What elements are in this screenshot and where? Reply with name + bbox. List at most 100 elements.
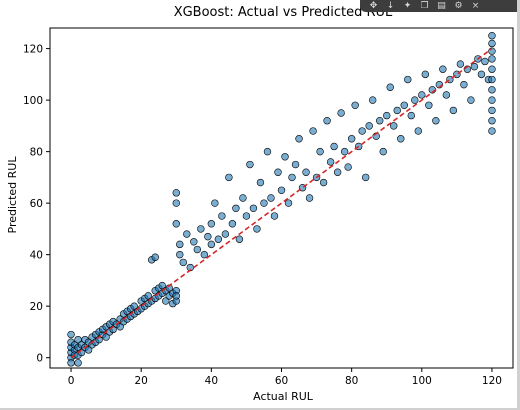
data-point	[172, 199, 180, 207]
data-point	[102, 333, 110, 341]
data-point	[228, 220, 237, 228]
y-tick-label: 120	[23, 44, 43, 56]
x-tick-label: 20	[135, 375, 148, 387]
data-point	[190, 238, 198, 246]
x-tick-label: 120	[482, 375, 502, 387]
data-point	[172, 292, 180, 300]
data-point	[432, 117, 440, 125]
data-point	[116, 323, 124, 331]
data-point	[309, 127, 317, 135]
data-point	[176, 240, 184, 249]
data-point	[172, 220, 180, 228]
y-tick-label: 100	[23, 95, 43, 107]
data-point	[347, 135, 356, 143]
data-point	[488, 127, 496, 135]
data-point	[284, 199, 293, 207]
gear-icon[interactable]: ⚙	[454, 0, 463, 11]
data-point	[481, 57, 489, 66]
data-point	[232, 204, 240, 213]
data-point	[404, 75, 412, 84]
data-point	[477, 70, 486, 79]
data-point	[267, 194, 275, 202]
data-point	[274, 168, 282, 176]
data-point	[235, 235, 244, 243]
data-point	[172, 189, 180, 197]
data-point	[442, 91, 451, 99]
data-point	[179, 258, 187, 267]
data-point	[340, 147, 349, 156]
copy-icon[interactable]: ❐	[420, 0, 429, 11]
data-point	[260, 199, 268, 207]
move-icon[interactable]: ✥	[369, 0, 378, 11]
data-point	[376, 117, 384, 125]
data-point	[239, 194, 247, 202]
data-point	[488, 55, 496, 63]
data-point	[158, 281, 166, 290]
data-point	[288, 173, 296, 182]
scrollbar-track[interactable]	[517, 0, 520, 410]
data-point	[386, 83, 394, 91]
data-point	[67, 330, 75, 339]
data-point	[333, 168, 342, 176]
data-point	[225, 173, 233, 182]
data-point	[425, 101, 433, 109]
data-point	[467, 96, 475, 104]
data-point	[393, 106, 401, 115]
data-point	[295, 135, 303, 143]
data-point	[162, 297, 170, 305]
data-point	[414, 127, 422, 135]
data-point	[130, 302, 138, 310]
data-point	[214, 235, 223, 243]
data-point	[390, 122, 398, 130]
data-point	[256, 178, 265, 187]
data-point	[337, 109, 345, 117]
data-point	[358, 127, 366, 135]
y-tick-label: 80	[30, 147, 43, 159]
x-axis-label: Actual RUL	[253, 390, 314, 403]
data-point	[263, 147, 272, 156]
data-points	[67, 32, 496, 367]
data-point	[151, 253, 159, 261]
close-icon[interactable]: ×	[471, 0, 480, 11]
data-point	[488, 117, 496, 125]
data-point	[397, 135, 405, 143]
reference-line	[70, 47, 493, 359]
data-point	[253, 225, 261, 233]
x-tick-label: 60	[275, 375, 288, 387]
data-point	[197, 225, 205, 233]
data-point	[407, 111, 415, 120]
data-point	[84, 346, 93, 354]
data-point	[418, 91, 426, 99]
data-point	[368, 96, 377, 104]
comment-icon[interactable]: ▤	[437, 0, 446, 11]
data-point	[470, 62, 479, 71]
axis-ticks: 0 20 40 60 80 100 120 0 20 40 60 80 100 120	[23, 44, 502, 387]
data-point	[488, 65, 496, 73]
y-tick-label: 0	[36, 353, 43, 365]
data-point	[400, 101, 408, 109]
data-point	[361, 173, 370, 182]
x-tick-label: 100	[412, 375, 432, 387]
data-point	[302, 168, 310, 176]
data-point	[316, 147, 324, 156]
data-point	[144, 292, 152, 300]
data-point	[330, 142, 338, 151]
data-point	[193, 245, 202, 254]
data-point	[379, 147, 387, 156]
x-tick-label: 0	[68, 375, 75, 387]
data-point	[351, 101, 359, 109]
data-point	[207, 240, 216, 249]
sparkle-icon[interactable]: ✦	[403, 0, 412, 11]
data-point	[344, 163, 352, 171]
data-point	[249, 204, 258, 213]
data-point	[277, 186, 286, 194]
data-point	[439, 65, 447, 73]
data-point	[200, 250, 209, 259]
data-point	[221, 230, 230, 238]
x-tick-label: 80	[345, 375, 358, 387]
figure-toolbar: ✥ ↓ ✦ ❐ ▤ ⚙ ×	[360, 0, 520, 12]
data-point	[456, 60, 465, 68]
download-icon[interactable]: ↓	[386, 0, 395, 11]
data-point	[218, 212, 226, 220]
